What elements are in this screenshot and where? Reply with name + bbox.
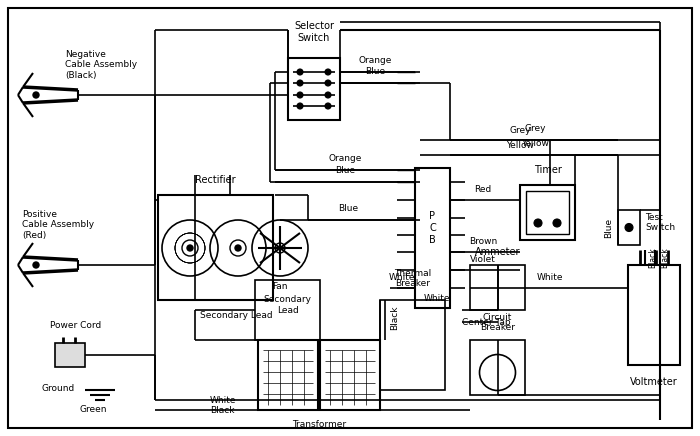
Text: Black: Black [210,405,235,415]
Text: Fan: Fan [272,282,288,290]
Bar [288,58,340,120]
Bar [320,340,380,410]
Circle shape [297,69,303,75]
Circle shape [297,80,303,86]
Circle shape [33,262,39,268]
Bar [526,191,569,234]
Text: Black: Black [390,306,399,330]
Bar [470,265,525,310]
Bar [255,280,320,340]
Text: Test
Switch: Test Switch [645,213,675,232]
Text: Green: Green [80,405,108,414]
Bar [628,265,680,365]
Text: Circuit
Breaker: Circuit Breaker [480,313,515,332]
Circle shape [275,243,285,253]
Text: Grey: Grey [524,124,546,133]
Text: Red: Red [475,185,491,194]
Bar [380,300,445,390]
Text: Center Tap: Center Tap [462,317,510,327]
Text: Blue: Blue [604,218,613,238]
Circle shape [33,92,39,98]
Text: Yellow: Yellow [521,139,549,148]
Circle shape [625,224,633,232]
Text: Ammeter: Ammeter [475,247,520,257]
Circle shape [235,245,241,251]
Bar [55,343,85,367]
Text: Negative
Cable Assembly
(Black): Negative Cable Assembly (Black) [65,50,137,80]
Text: Black: Black [660,248,669,269]
Text: Secondary
Lead: Secondary Lead [263,295,312,315]
Bar [415,168,450,308]
Circle shape [297,103,303,109]
Text: Transformer: Transformer [292,420,346,429]
Text: Black: Black [648,248,657,269]
Text: Secondary Lead: Secondary Lead [200,310,272,320]
Bar [470,340,525,395]
Text: Violet: Violet [470,255,496,264]
Circle shape [325,80,331,86]
Bar [158,195,273,300]
Text: Brown: Brown [469,237,497,246]
Text: Grey: Grey [510,126,531,135]
Text: White: White [389,273,415,282]
Text: Yellow: Yellow [506,141,534,150]
Bar [520,185,575,240]
Text: Blue: Blue [365,67,385,76]
Circle shape [553,219,561,227]
Bar [618,210,640,245]
Text: Blue: Blue [335,166,355,175]
Text: Voltmeter: Voltmeter [630,377,678,387]
Circle shape [187,245,193,251]
Text: P
C
B: P C B [429,211,436,245]
Circle shape [325,69,331,75]
Text: White: White [537,273,564,282]
Circle shape [534,219,542,227]
Circle shape [325,103,331,109]
Text: White: White [424,294,450,303]
Text: Positive
Cable Assembly
(Red): Positive Cable Assembly (Red) [22,210,94,240]
Text: Blue: Blue [338,204,358,213]
Text: Timer: Timer [533,165,561,175]
Text: Orange: Orange [358,56,392,65]
Circle shape [297,92,303,98]
Text: Rectifier: Rectifier [195,175,236,185]
Text: Ground: Ground [42,384,75,392]
Text: Thermal
Breaker: Thermal Breaker [394,269,431,288]
Bar [258,340,318,410]
Text: White: White [210,395,237,405]
Text: Orange: Orange [328,154,362,163]
Circle shape [325,92,331,98]
Text: Selector
Switch: Selector Switch [294,21,334,43]
Text: Power Cord: Power Cord [50,321,102,330]
